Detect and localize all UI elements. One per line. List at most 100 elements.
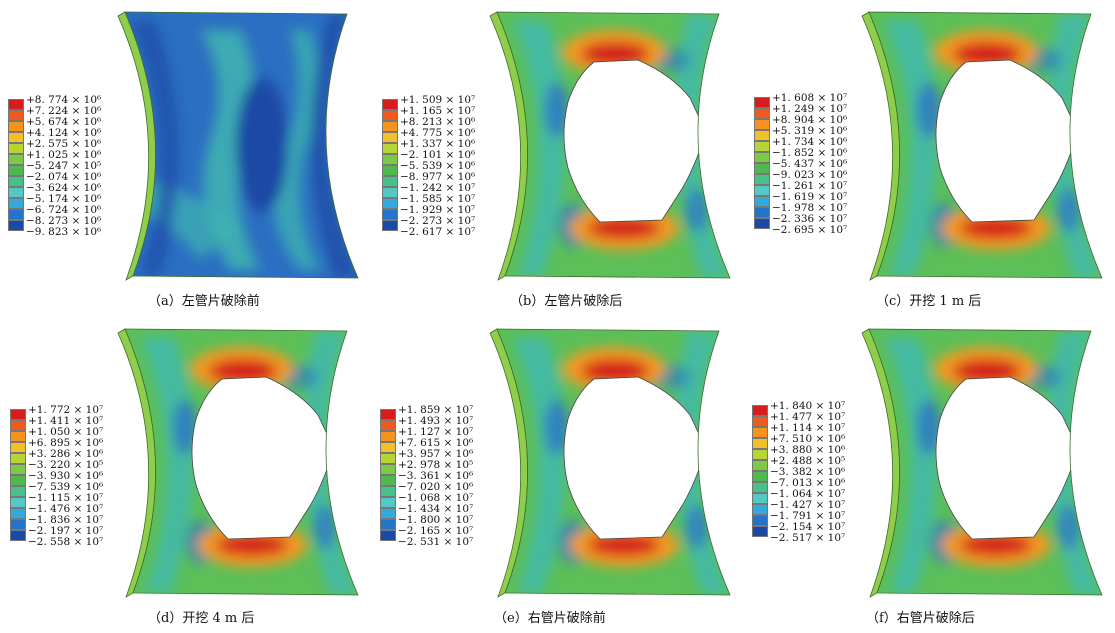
legend-value: +1. 509 × 10⁷ xyxy=(400,94,476,106)
legend-value: +1. 772 × 10⁷ xyxy=(28,404,104,416)
legend-swatch xyxy=(382,165,398,176)
legend-swatch xyxy=(10,464,26,475)
legend-value: +8. 213 × 10⁶ xyxy=(400,116,476,128)
blue-zone xyxy=(1057,188,1081,232)
teal-zone xyxy=(512,20,566,276)
teal-zone xyxy=(884,20,938,276)
legend-swatch xyxy=(8,143,24,154)
legend-value: −6. 724 × 10⁶ xyxy=(26,204,102,216)
panel-f: +1. 840 × 10⁷ +1. 477 × 10⁷ +1. 114 × 10⁷ +… xyxy=(744,317,1115,633)
legend-swatch xyxy=(380,508,396,519)
legend-swatch xyxy=(382,143,398,154)
legend-value: −1. 800 × 10⁷ xyxy=(398,514,474,526)
segment-contour-d xyxy=(117,328,359,598)
legend-swatch xyxy=(8,198,24,209)
legend-value: +1. 337 × 10⁶ xyxy=(400,138,476,150)
blue-zone xyxy=(313,505,337,549)
legend-value: −1. 115 × 10⁷ xyxy=(28,492,104,504)
legend-value: −2. 531 × 10⁷ xyxy=(398,536,474,548)
legend-swatch xyxy=(752,471,768,482)
segment-outline xyxy=(868,11,1103,279)
legend-swatch xyxy=(8,220,24,231)
teal-zone xyxy=(884,337,938,593)
legend-swatch xyxy=(8,99,24,110)
legend-value: +1. 608 × 10⁷ xyxy=(772,92,848,104)
legend-value: −3. 382 × 10⁶ xyxy=(770,466,846,478)
legend-value: −5. 174 × 10⁶ xyxy=(26,193,102,205)
legend-swatch xyxy=(752,416,768,427)
legend-swatch xyxy=(8,187,24,198)
legend-swatch xyxy=(8,154,24,165)
legend-swatch xyxy=(380,420,396,431)
legend-swatch xyxy=(10,497,26,508)
legend-swatch xyxy=(382,110,398,121)
legend-value: −2. 273 × 10⁷ xyxy=(400,215,476,227)
legend-swatch xyxy=(382,99,398,110)
legend-value: −8. 977 × 10⁶ xyxy=(400,171,476,183)
legend-value: +4. 124 × 10⁶ xyxy=(26,127,102,139)
legend-value: −1. 242 × 10⁷ xyxy=(400,182,476,194)
legend-swatch xyxy=(10,442,26,453)
legend-swatch xyxy=(752,493,768,504)
opening xyxy=(935,59,1079,223)
legend-swatch xyxy=(752,449,768,460)
legend-value: +5. 674 × 10⁶ xyxy=(26,116,102,128)
legend-value: +1. 859 × 10⁷ xyxy=(398,404,474,416)
peak-zone-bottom xyxy=(588,534,660,556)
caption-b: （b）左管片破除后 xyxy=(510,294,623,309)
legend-swatch xyxy=(10,486,26,497)
caption-a: （a）左管片破除前 xyxy=(148,294,260,309)
legend-swatch xyxy=(754,163,770,174)
legend-swatch xyxy=(380,530,396,541)
legend-swatch xyxy=(754,97,770,108)
legend-value: +1. 493 × 10⁷ xyxy=(398,415,474,427)
legend-value: −7. 539 × 10⁶ xyxy=(28,481,104,493)
legend-swatch xyxy=(752,460,768,471)
legend-swatch xyxy=(8,176,24,187)
legend-value: +7. 510 × 10⁶ xyxy=(770,433,846,445)
teal-zone xyxy=(140,337,194,593)
legend-swatch xyxy=(10,475,26,486)
legend-swatch xyxy=(754,218,770,229)
legend-swatch xyxy=(10,530,26,541)
segment-outline xyxy=(496,328,731,596)
legend-value: +1. 165 × 10⁷ xyxy=(400,105,476,117)
legend-swatch xyxy=(754,119,770,130)
legend-swatch xyxy=(8,132,24,143)
legend-value: −1. 791 × 10⁷ xyxy=(770,510,846,522)
legend-value: −1. 619 × 10⁷ xyxy=(772,191,848,203)
peak-zone-bottom xyxy=(216,534,288,556)
legend-swatch xyxy=(380,431,396,442)
opening xyxy=(935,376,1079,540)
legend-value: −9. 823 × 10⁶ xyxy=(26,226,102,238)
legend-swatch xyxy=(382,154,398,165)
panel-b: +1. 509 × 10⁷ +1. 165 × 10⁷ +8. 213 × 10⁶ +… xyxy=(372,0,743,316)
legend-swatch xyxy=(380,464,396,475)
opening xyxy=(563,59,707,223)
panel-a: +8. 774 × 10⁶ +7. 224 × 10⁶ +5. 674 × 10⁶ +… xyxy=(0,0,371,316)
blue-zone xyxy=(685,505,709,549)
legend-swatch xyxy=(382,121,398,132)
legend-swatch xyxy=(752,482,768,493)
segment-contour-f xyxy=(861,328,1103,598)
legend-swatch xyxy=(754,108,770,119)
legend-value: −9. 023 × 10⁶ xyxy=(772,169,848,181)
legend-value: +3. 880 × 10⁶ xyxy=(770,444,846,456)
legend-swatch xyxy=(382,187,398,198)
deep-blue-zone xyxy=(311,14,358,278)
legend-value: −5. 247 × 10⁵ xyxy=(26,160,102,172)
caption-f: （f）右管片破除后 xyxy=(866,611,975,626)
segment-outline xyxy=(124,328,359,596)
legend-value: −1. 476 × 10⁷ xyxy=(28,503,104,515)
legend-value: −2. 101 × 10⁶ xyxy=(400,149,476,161)
legend-value: −1. 978 × 10⁷ xyxy=(772,202,848,214)
legend-value: −5. 437 × 10⁶ xyxy=(772,158,848,170)
teal-band xyxy=(273,30,320,270)
legend-value: −2. 558 × 10⁷ xyxy=(28,536,104,548)
legend-value: −2. 695 × 10⁷ xyxy=(772,224,848,236)
opening xyxy=(563,376,707,540)
blue-zone xyxy=(1057,505,1081,549)
legend-swatch xyxy=(752,526,768,537)
legend-swatch xyxy=(10,519,26,530)
